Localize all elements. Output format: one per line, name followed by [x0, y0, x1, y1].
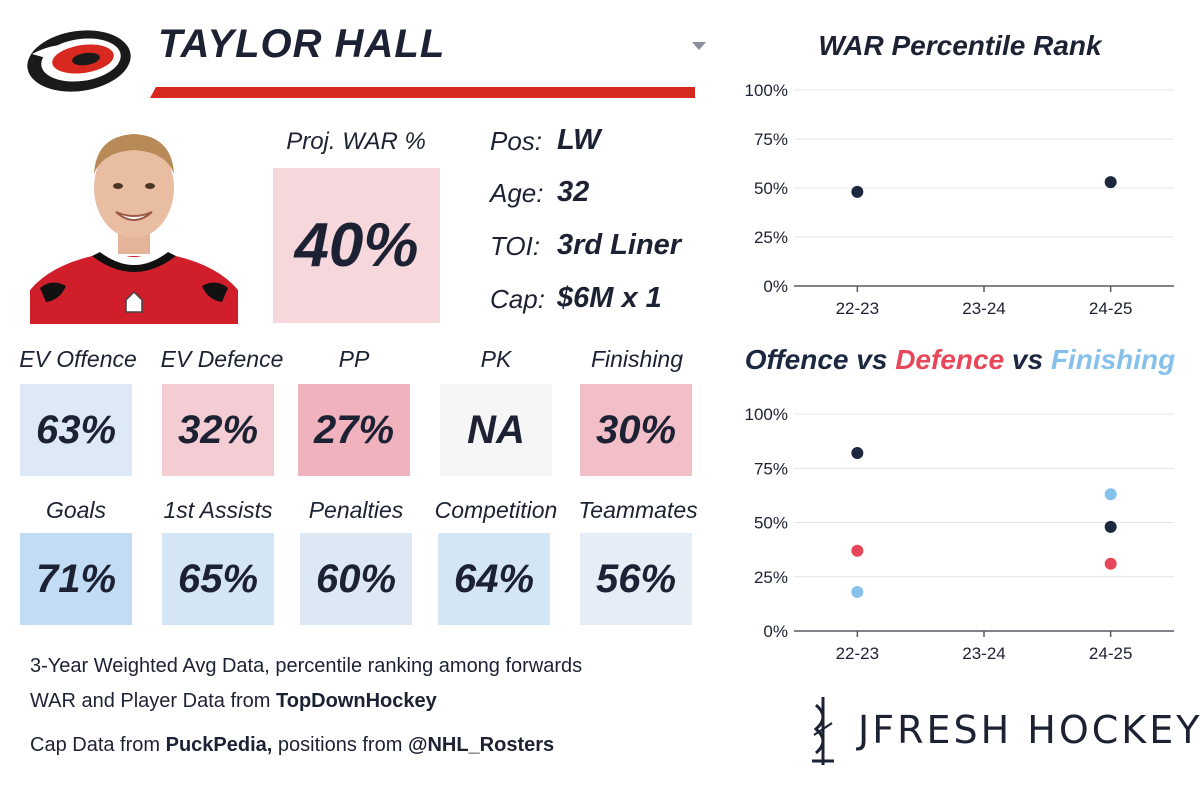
footnote-war-source: WAR and Player Data from TopDownHockey	[30, 690, 437, 713]
chart2-title-vs-2: vs	[1004, 344, 1051, 375]
team-logo	[27, 30, 131, 92]
y-tick-label: 50%	[754, 514, 788, 533]
offence-defence-finishing-chart: 0% 25% 50% 75% 100% 22-23 23-24 24-25	[745, 405, 1174, 663]
stat-teammates-tile	[580, 533, 692, 625]
footnote-cap-mid: positions from	[272, 734, 408, 756]
stat-ev-defence-label: EV Defence	[160, 346, 284, 372]
proj-war-value: 40%	[294, 211, 419, 280]
info-pos-value: LW	[557, 124, 601, 156]
footnote-cap-prefix: Cap Data from	[30, 734, 166, 756]
data-point-offence	[1104, 520, 1117, 533]
y-tick-label: 25%	[754, 568, 788, 587]
player-photo	[30, 128, 238, 324]
footnote-cap-source: Cap Data from PuckPedia, positions from …	[30, 734, 554, 757]
proj-war-label: Proj. WAR %	[286, 128, 426, 155]
player-name: TAYLOR HALL	[158, 22, 446, 66]
data-point-defence	[1104, 557, 1117, 570]
stat-1st-assists-label: 1st Assists	[163, 497, 273, 523]
war-percentile-chart: 0% 25% 50% 75% 100% 22-23 23-24 24-25	[745, 81, 1174, 318]
stat-penalties-value: 60%	[315, 557, 397, 601]
stat-finishing-label: Finishing	[590, 346, 684, 372]
brand-name: JFRESH HOCKEY	[858, 708, 1200, 752]
stat-ev-defence-tile	[162, 384, 274, 476]
chart2-title-vs-1: vs	[848, 344, 896, 375]
stat-pk-value: NA	[467, 408, 525, 452]
stat-ev-offence-label: EV Offence	[19, 346, 137, 372]
data-point-finishing	[851, 585, 864, 598]
x-tick-label: 23-24	[962, 299, 1005, 318]
footnote-data-method: 3-Year Weighted Avg Data, percentile ran…	[30, 655, 583, 677]
y-tick-label: 0%	[763, 277, 788, 296]
info-pos-label: Pos:	[490, 126, 543, 156]
footnote-positions-source-name: @NHL_Rosters	[407, 734, 555, 756]
data-point-offence	[851, 447, 864, 460]
chart1-title: WAR Percentile Rank	[818, 30, 1102, 61]
data-point	[851, 185, 864, 198]
stat-pk-tile	[440, 384, 552, 476]
data-point-finishing	[1104, 488, 1117, 501]
info-cap-value: $6M x 1	[557, 282, 662, 314]
stat-pp-value: 27%	[313, 408, 395, 452]
info-toi-value: 3rd Liner	[557, 229, 682, 261]
data-point-defence	[851, 544, 864, 557]
stat-finishing-value: 30%	[595, 408, 677, 452]
stat-competition-tile	[438, 533, 550, 625]
dropdown-arrow-icon[interactable]	[692, 42, 706, 50]
proj-war-tile	[273, 168, 440, 323]
stat-ev-offence-value: 63%	[35, 408, 117, 452]
stat-pp-tile	[298, 384, 410, 476]
y-tick-label: 75%	[754, 459, 788, 478]
stat-teammates-label: Teammates	[578, 497, 698, 523]
info-age-value: 32	[557, 176, 590, 208]
stat-penalties-label: Penalties	[308, 497, 404, 523]
stat-competition-value: 64%	[453, 557, 535, 601]
stat-ev-offence-tile	[20, 384, 132, 476]
y-tick-label: 25%	[754, 228, 788, 247]
stat-penalties-tile	[300, 533, 412, 625]
chart2-title-finishing: Finishing	[1050, 344, 1176, 375]
info-cap-label: Cap:	[490, 284, 545, 314]
footnote-war-prefix: WAR and Player Data from	[30, 690, 277, 712]
stat-1st-assists-tile	[162, 533, 274, 625]
y-tick-label: 75%	[754, 130, 788, 149]
stat-1st-assists-value: 65%	[177, 557, 259, 601]
stat-finishing-tile	[580, 384, 692, 476]
footnote-cap-source-name: PuckPedia,	[165, 734, 273, 756]
info-toi-label: TOI:	[490, 231, 541, 261]
x-tick-label: 24-25	[1089, 299, 1132, 318]
stat-pp-label: PP	[338, 346, 370, 372]
stat-pk-label: PK	[480, 346, 512, 372]
stat-teammates-value: 56%	[595, 557, 677, 601]
y-tick-label: 50%	[754, 179, 788, 198]
brand-logo-icon	[812, 697, 834, 765]
chart2-title-defence: Defence	[895, 344, 1005, 375]
data-point	[1104, 176, 1117, 189]
y-tick-label: 100%	[745, 81, 788, 100]
footnote-war-source-name: TopDownHockey	[276, 690, 437, 712]
stat-goals-tile	[20, 533, 132, 625]
stat-ev-defence-value: 32%	[177, 408, 259, 452]
chart2-title-offence: Offence	[744, 344, 849, 375]
x-tick-label: 22-23	[836, 644, 879, 663]
x-tick-label: 23-24	[962, 644, 1005, 663]
chart2-title: Offence vs Defence vs Finishing	[744, 344, 1176, 376]
stat-goals-value: 71%	[35, 557, 117, 601]
y-tick-label: 100%	[745, 405, 788, 424]
x-tick-label: 22-23	[836, 299, 879, 318]
stat-competition-label: Competition	[434, 497, 558, 523]
info-age-label: Age:	[490, 178, 544, 208]
header-accent-bar	[150, 87, 695, 98]
y-tick-label: 0%	[763, 622, 788, 641]
x-tick-label: 24-25	[1089, 644, 1132, 663]
stat-goals-label: Goals	[45, 497, 107, 523]
